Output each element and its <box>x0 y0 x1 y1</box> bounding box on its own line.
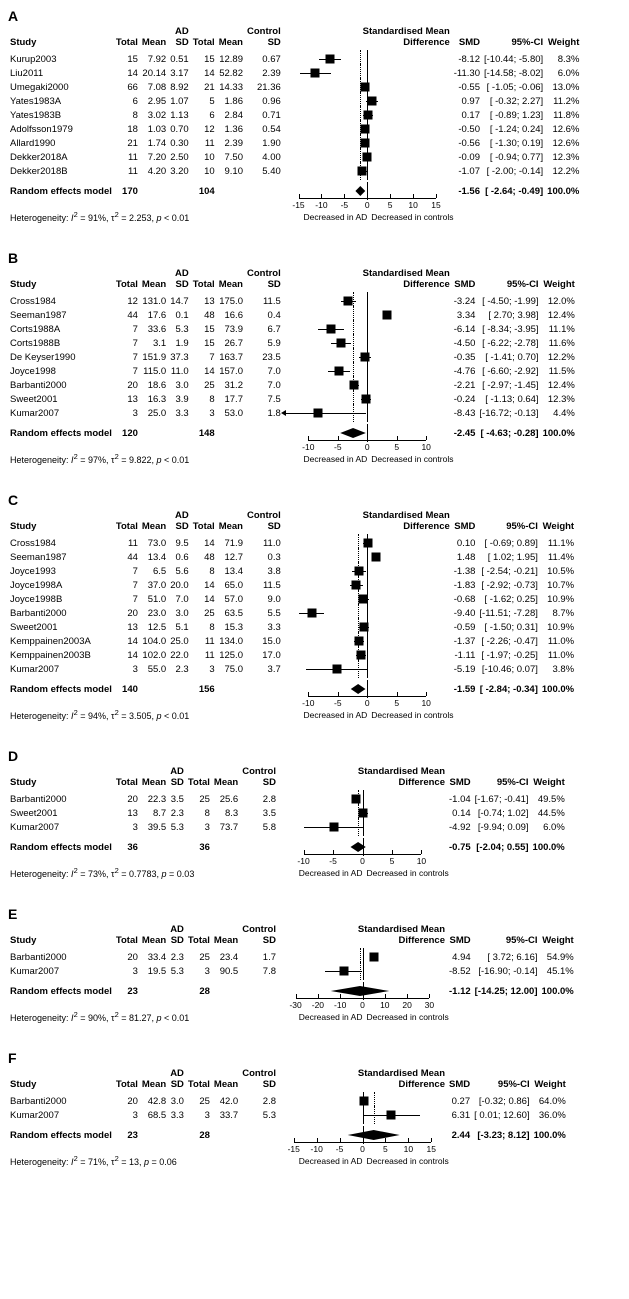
study-row: Kumar2007368.53.3 333.75.3 6.31[ 0.01; 1… <box>8 1108 568 1122</box>
axis-row: Heterogeneity: I2 = 73%, τ2 = 0.7783, p … <box>8 854 567 890</box>
study-row: Dekker2018B114.203.20 109.105.40 -1.07[ … <box>8 164 581 178</box>
forest-table: Study TotalMean AD SD TotalMean Control … <box>8 1068 568 1178</box>
study-row: Allard1990211.740.30 112.391.90 -0.56[ -… <box>8 136 581 150</box>
study-row: Kumar2007339.55.3 373.75.8 -4.92[-9.94; … <box>8 820 567 834</box>
panel-B: B Study TotalMean AD SD TotalMean Contro… <box>8 250 621 476</box>
axis-row: Heterogeneity: I2 = 91%, τ2 = 2.253, p <… <box>8 198 581 234</box>
panel-label: F <box>8 1050 621 1066</box>
study-row: Liu20111420.143.17 1452.822.39 -11.30[-1… <box>8 66 581 80</box>
study-row: Adolfsson1979181.030.70 121.360.54 -0.50… <box>8 122 581 136</box>
study-row: Kumar2007319.55.3 390.57.8 -8.52[-16.90;… <box>8 964 576 978</box>
panel-C: C Study TotalMean AD SD TotalMean Contro… <box>8 492 621 732</box>
study-row: Barbanti20002022.33.5 2525.62.8 -1.04[-1… <box>8 792 567 806</box>
panel-D: D Study TotalMean AD SD TotalMean Contro… <box>8 748 621 890</box>
study-row: Barbanti20002042.83.0 2542.02.8 0.27[-0.… <box>8 1094 568 1108</box>
study-row: Yates1983A62.951.07 51.860.96 0.97[ -0.3… <box>8 94 581 108</box>
forest-plots-figure: A Study TotalMean AD SD TotalMean Contro… <box>8 8 621 1178</box>
forest-table: Study TotalMean AD SD TotalMean Control … <box>8 924 576 1034</box>
study-row: De Keyser19907151.937.3 7163.723.5 -0.35… <box>8 350 577 364</box>
panel-label: D <box>8 748 621 764</box>
panel-label: E <box>8 906 621 922</box>
study-row: Joyce1998A737.020.0 1465.011.5 -1.83[ -2… <box>8 578 576 592</box>
study-row: Corts1988A733.65.3 1573.96.7 -6.14[ -8.3… <box>8 322 577 336</box>
axis-row: Heterogeneity: I2 = 71%, τ2 = 13, p = 0.… <box>8 1142 568 1178</box>
pooled-row: Random effects model23 28 -1.12[-14.25; … <box>8 984 576 998</box>
study-row: Yates1983B83.021.13 62.840.71 0.17[ -0.8… <box>8 108 581 122</box>
panel-F: F Study TotalMean AD SD TotalMean Contro… <box>8 1050 621 1178</box>
axis-row: Heterogeneity: I2 = 90%, τ2 = 81.27, p <… <box>8 998 576 1034</box>
forest-table: Study TotalMean AD SD TotalMean Control … <box>8 766 567 890</box>
forest-table: Study TotalMean AD SD TotalMean Control … <box>8 268 577 476</box>
study-row: Cross19841173.09.5 1471.911.0 0.10[ -0.6… <box>8 536 576 550</box>
panel-A: A Study TotalMean AD SD TotalMean Contro… <box>8 8 621 234</box>
study-row: Dekker2018A117.202.50 107.504.00 -0.09[ … <box>8 150 581 164</box>
study-row: Sweet20011312.55.1 815.33.3 -0.59[ -1.50… <box>8 620 576 634</box>
study-row: Umegaki2000667.088.92 2114.3321.36 -0.55… <box>8 80 581 94</box>
axis-row: Heterogeneity: I2 = 94%, τ2 = 3.505, p <… <box>8 696 576 732</box>
forest-table: Study TotalMean AD SD TotalMean Control … <box>8 510 576 732</box>
pooled-row: Random effects model36 36 -0.75[-2.04; 0… <box>8 840 567 854</box>
study-row: Sweet2001138.72.3 88.33.5 0.14[-0.74; 1.… <box>8 806 567 820</box>
panel-label: C <box>8 492 621 508</box>
study-row: Corts1988B73.11.9 1526.75.9 -4.50[ -6.22… <box>8 336 577 350</box>
study-row: Cross198412131.014.7 13175.011.5 -3.24[ … <box>8 294 577 308</box>
study-row: Kemppainen2003B14102.022.0 11125.017.0 -… <box>8 648 576 662</box>
pooled-row: Random effects model120 148 -2.45[ -4.63… <box>8 426 577 440</box>
study-row: Kemppainen2003A14104.025.0 11134.015.0 -… <box>8 634 576 648</box>
study-row: Barbanti20002018.63.0 2531.27.0 -2.21[ -… <box>8 378 577 392</box>
axis-row: Heterogeneity: I2 = 97%, τ2 = 9.822, p <… <box>8 440 577 476</box>
study-row: Seeman19874413.40.6 4812.70.3 1.48[ 1.02… <box>8 550 576 564</box>
panel-label: B <box>8 250 621 266</box>
pooled-row: Random effects model170 104 -1.56[ -2.64… <box>8 184 581 198</box>
study-row: Joyce1998B751.07.0 1457.09.0 -0.68[ -1.6… <box>8 592 576 606</box>
study-row: Seeman19874417.60.1 4816.60.4 3.34[ 2.70… <box>8 308 577 322</box>
study-row: Barbanti20002033.42.3 2523.41.7 4.94[ 3.… <box>8 950 576 964</box>
study-row: Barbanti20002023.03.0 2563.55.5 -9.40[-1… <box>8 606 576 620</box>
study-row: Sweet20011316.33.9 817.77.5 -0.24[ -1.13… <box>8 392 577 406</box>
panel-label: A <box>8 8 621 24</box>
study-row: Joyce19987115.011.0 14157.07.0 -4.76[ -6… <box>8 364 577 378</box>
forest-table: Study TotalMean AD SD TotalMean Control … <box>8 26 581 234</box>
pooled-row: Random effects model23 28 2.44[-3.23; 8.… <box>8 1128 568 1142</box>
pooled-row: Random effects model140 156 -1.59[ -2.84… <box>8 682 576 696</box>
study-row: Kumar2007325.03.3 353.01.8 -8.43[-16.72;… <box>8 406 577 420</box>
study-row: Joyce199376.55.6 813.43.8 -1.38[ -2.54; … <box>8 564 576 578</box>
study-row: Kurup2003157.920.51 1512.890.67 -8.12[-1… <box>8 52 581 66</box>
study-row: Kumar2007355.02.3 375.03.7 -5.19[-10.46;… <box>8 662 576 676</box>
panel-E: E Study TotalMean AD SD TotalMean Contro… <box>8 906 621 1034</box>
